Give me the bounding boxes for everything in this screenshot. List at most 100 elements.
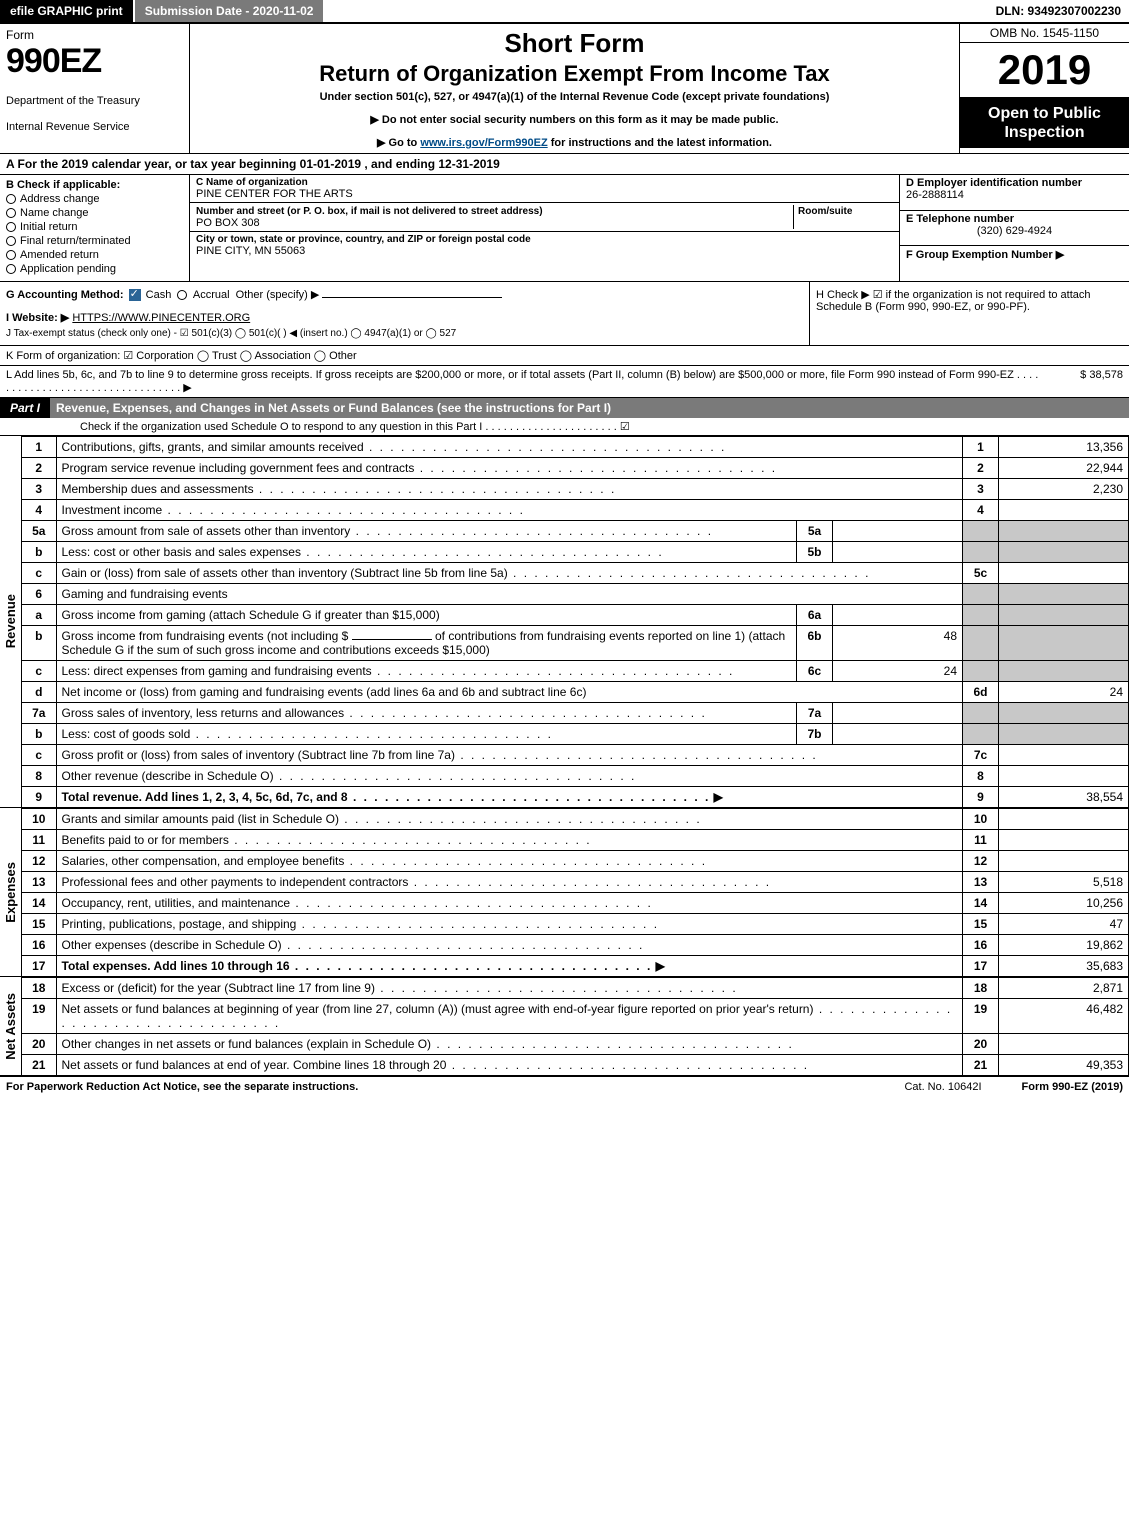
line-j: J Tax-exempt status (check only one) - ☑… (6, 328, 803, 339)
l15-colnum: 15 (963, 914, 999, 935)
l7c-colnum: 7c (963, 745, 999, 766)
l20-desc: Other changes in net assets or fund bala… (62, 1037, 794, 1051)
footer-catno: Cat. No. 10642I (904, 1081, 981, 1093)
l7a-shade2 (999, 703, 1129, 724)
l5b-sv (833, 542, 963, 563)
other-specify-line (322, 297, 502, 298)
net-assets-section: Net Assets 18Excess or (deficit) for the… (0, 977, 1129, 1076)
l3-colnum: 3 (963, 479, 999, 500)
l9-desc: Total revenue. Add lines 1, 2, 3, 4, 5c,… (62, 790, 711, 804)
l18-desc: Excess or (deficit) for the year (Subtra… (62, 981, 738, 995)
expenses-table: 10Grants and similar amounts paid (list … (22, 808, 1129, 977)
line-h: H Check ▶ ☑ if the organization is not r… (809, 282, 1129, 345)
l5a-num: 5a (22, 521, 56, 542)
revenue-side-label: Revenue (0, 436, 22, 808)
irs-link[interactable]: www.irs.gov/Form990EZ (420, 137, 547, 149)
line-l-value: $ 38,578 (1043, 369, 1123, 394)
l5b-num: b (22, 542, 56, 563)
l7b-num: b (22, 724, 56, 745)
header-left: Form 990EZ Department of the Treasury In… (0, 24, 190, 153)
open-to-public: Open to Public Inspection (960, 98, 1129, 148)
submission-date-button[interactable]: Submission Date - 2020-11-02 (135, 0, 326, 22)
box-c: C Name of organization PINE CENTER FOR T… (190, 175, 899, 281)
l5b-sc: 5b (797, 542, 833, 563)
chk-name-change[interactable]: Name change (6, 207, 183, 219)
dln-label: DLN: 93492307002230 (988, 0, 1129, 22)
cash-label: Cash (146, 289, 172, 301)
chk-final-return[interactable]: Final return/terminated (6, 235, 183, 247)
l11-val (999, 830, 1129, 851)
chk-amended-return[interactable]: Amended return (6, 249, 183, 261)
l4-desc: Investment income (62, 503, 525, 517)
subtitle-section: Under section 501(c), 527, or 4947(a)(1)… (198, 91, 951, 103)
top-spacer (325, 0, 987, 22)
l4-colnum: 4 (963, 500, 999, 521)
chk-name-change-label: Name change (20, 207, 89, 219)
l6c-desc: Less: direct expenses from gaming and fu… (62, 664, 735, 678)
l16-num: 16 (22, 935, 56, 956)
l13-desc: Professional fees and other payments to … (62, 875, 772, 889)
line-g-label: G Accounting Method: (6, 289, 124, 301)
l7a-sv (833, 703, 963, 724)
l1-colnum: 1 (963, 437, 999, 458)
l6a-shade2 (999, 605, 1129, 626)
chk-application-pending[interactable]: Application pending (6, 263, 183, 275)
l6c-sc: 6c (797, 661, 833, 682)
l4-val (999, 500, 1129, 521)
l13-colnum: 13 (963, 872, 999, 893)
line-9: 9 Total revenue. Add lines 1, 2, 3, 4, 5c… (22, 787, 1129, 808)
l3-desc: Membership dues and assessments (62, 482, 617, 496)
l10-desc: Grants and similar amounts paid (list in… (62, 812, 702, 826)
org-name: PINE CENTER FOR THE ARTS (196, 188, 893, 200)
l6c-num: c (22, 661, 56, 682)
l1-num: 1 (22, 437, 56, 458)
l8-num: 8 (22, 766, 56, 787)
l14-num: 14 (22, 893, 56, 914)
line-7b: bLess: cost of goods sold7b (22, 724, 1129, 745)
l6d-val: 24 (999, 682, 1129, 703)
ein-value: 26-2888114 (906, 189, 1123, 201)
l9-colnum: 9 (963, 787, 999, 808)
omb-number: OMB No. 1545-1150 (960, 24, 1129, 43)
l21-colnum: 21 (963, 1055, 999, 1076)
l3-val: 2,230 (999, 479, 1129, 500)
chk-initial-return[interactable]: Initial return (6, 221, 183, 233)
l14-colnum: 14 (963, 893, 999, 914)
l20-colnum: 20 (963, 1034, 999, 1055)
street-value: PO BOX 308 (196, 217, 793, 229)
l9-num: 9 (22, 787, 56, 808)
l17-desc: Total expenses. Add lines 10 through 16 (62, 959, 653, 973)
line-5b: bLess: cost or other basis and sales exp… (22, 542, 1129, 563)
l17-num: 17 (22, 956, 56, 977)
net-assets-table: 18Excess or (deficit) for the year (Subt… (22, 977, 1129, 1076)
l12-desc: Salaries, other compensation, and employ… (62, 854, 708, 868)
line-8: 8Other revenue (describe in Schedule O)8 (22, 766, 1129, 787)
part-1-header: Part I Revenue, Expenses, and Changes in… (0, 398, 1129, 418)
line-6: 6Gaming and fundraising events (22, 584, 1129, 605)
l7a-shade1 (963, 703, 999, 724)
l6-num: 6 (22, 584, 56, 605)
l10-val (999, 809, 1129, 830)
chk-address-change[interactable]: Address change (6, 193, 183, 205)
line-7a: 7aGross sales of inventory, less returns… (22, 703, 1129, 724)
l6d-num: d (22, 682, 56, 703)
l19-num: 19 (22, 999, 56, 1034)
goto-pre: ▶ Go to (377, 137, 420, 149)
line-6d: dNet income or (loss) from gaming and fu… (22, 682, 1129, 703)
l5c-num: c (22, 563, 56, 584)
l7b-sc: 7b (797, 724, 833, 745)
city-cell: City or town, state or province, country… (190, 232, 899, 259)
l6a-sv (833, 605, 963, 626)
box-e: E Telephone number (320) 629-4924 (900, 211, 1129, 247)
line-5a: 5aGross amount from sale of assets other… (22, 521, 1129, 542)
line-14: 14Occupancy, rent, utilities, and mainte… (22, 893, 1129, 914)
l9-arrow-icon: ▶ (714, 790, 723, 804)
l11-desc: Benefits paid to or for members (62, 833, 592, 847)
l16-desc: Other expenses (describe in Schedule O) (62, 938, 645, 952)
efile-print-button[interactable]: efile GRAPHIC print (0, 0, 135, 22)
org-name-label: C Name of organization (196, 177, 893, 188)
part-1-label: Part I (0, 398, 50, 418)
l12-val (999, 851, 1129, 872)
l7c-desc: Gross profit or (loss) from sales of inv… (62, 748, 818, 762)
l7a-desc: Gross sales of inventory, less returns a… (62, 706, 707, 720)
